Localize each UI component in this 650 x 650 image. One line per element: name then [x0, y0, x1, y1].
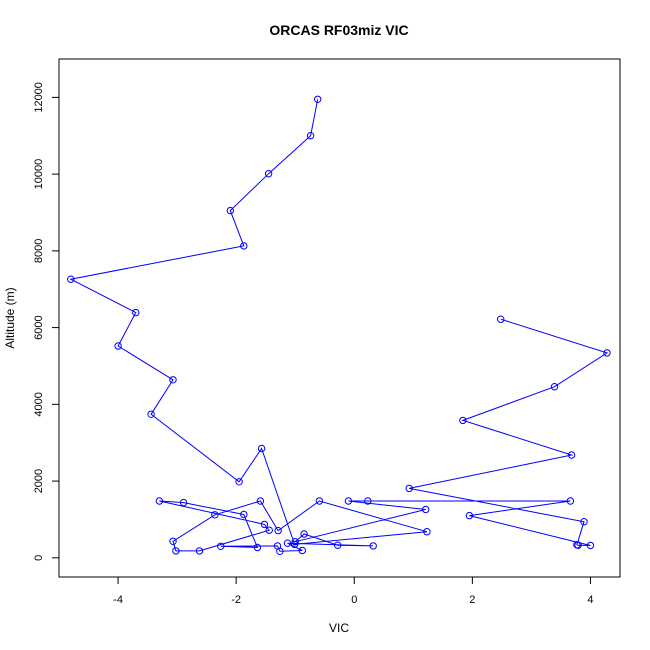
x-axis-label: VIC — [329, 621, 349, 635]
data-point — [217, 542, 225, 550]
data-point — [273, 542, 282, 550]
data-point — [603, 349, 611, 357]
data-point — [344, 497, 353, 505]
x-axis: -4 -2 0 2 4 — [113, 576, 594, 606]
data-point — [195, 547, 204, 555]
data-point — [226, 206, 235, 215]
data-point — [334, 541, 342, 549]
plot-frame — [58, 58, 621, 578]
series-group — [67, 95, 611, 555]
data-point — [405, 484, 413, 493]
data-point — [465, 511, 474, 520]
data-point — [300, 530, 308, 538]
data-point — [290, 540, 299, 549]
x-tick-label: -2 — [231, 594, 241, 606]
data-point — [283, 539, 292, 547]
y-tick-label: 4000 — [33, 392, 45, 416]
y-axis-label: Altitude (m) — [3, 287, 17, 348]
data-point — [169, 376, 177, 384]
data-point — [155, 497, 164, 505]
series-line — [69, 99, 609, 552]
y-tick-label: 0 — [33, 555, 45, 561]
data-point — [497, 315, 505, 323]
data-point — [240, 242, 248, 250]
data-point — [235, 478, 243, 486]
data-point — [306, 132, 315, 140]
data-point — [369, 542, 377, 550]
data-point — [567, 451, 576, 459]
data-point — [211, 511, 219, 519]
data-point — [256, 497, 265, 505]
y-tick-label: 10000 — [33, 159, 45, 190]
data-point — [114, 342, 122, 350]
data-point — [422, 505, 430, 514]
data-point — [264, 170, 273, 178]
x-tick-label: -4 — [113, 594, 123, 606]
data-point — [314, 95, 322, 104]
data-point — [179, 498, 188, 507]
data-point — [67, 275, 75, 283]
data-point — [298, 546, 306, 555]
data-point — [580, 518, 588, 526]
data-point — [260, 520, 269, 529]
data-point — [257, 444, 266, 453]
data-point — [566, 497, 575, 505]
x-tick-label: 4 — [587, 594, 593, 606]
data-point — [574, 541, 582, 549]
y-tick-label: 6000 — [33, 315, 45, 339]
data-point — [423, 528, 431, 536]
data-point — [586, 541, 595, 550]
data-point — [274, 526, 282, 535]
data-point — [265, 526, 273, 534]
data-point — [172, 547, 180, 555]
data-point — [132, 308, 140, 317]
chart-title: ORCAS RF03miz VIC — [269, 22, 408, 38]
data-point — [364, 497, 372, 505]
data-point — [147, 410, 155, 418]
data-point — [550, 383, 559, 391]
data-point — [169, 537, 177, 545]
x-tick-label: 2 — [469, 594, 475, 606]
x-tick-label: 0 — [351, 594, 357, 606]
data-point — [291, 538, 299, 546]
data-point — [253, 543, 262, 552]
data-point — [459, 416, 467, 425]
y-tick-label: 2000 — [33, 469, 45, 493]
data-point — [315, 497, 324, 505]
y-tick-label: 8000 — [33, 239, 45, 263]
y-tick-label: 12000 — [33, 82, 45, 113]
data-point — [240, 510, 248, 519]
y-axis: 0 2000 4000 6000 8000 10000 12000 — [33, 82, 60, 561]
